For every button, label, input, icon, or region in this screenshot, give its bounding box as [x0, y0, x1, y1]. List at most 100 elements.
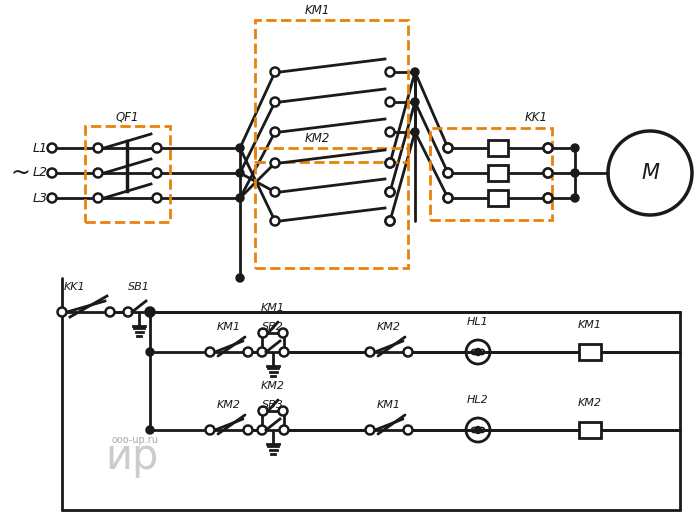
- Circle shape: [543, 194, 552, 203]
- Text: KK1: KK1: [64, 282, 85, 292]
- Circle shape: [403, 348, 412, 357]
- Bar: [579, 422, 601, 438]
- Circle shape: [270, 97, 279, 106]
- Text: KM1: KM1: [217, 322, 241, 332]
- Bar: [488, 165, 508, 181]
- Circle shape: [146, 308, 155, 317]
- Circle shape: [444, 168, 452, 177]
- Text: ooo-up.ru: ooo-up.ru: [112, 435, 159, 445]
- Circle shape: [270, 158, 279, 167]
- Circle shape: [236, 274, 244, 282]
- Text: L2: L2: [33, 167, 48, 179]
- Circle shape: [244, 348, 253, 357]
- Text: KM1: KM1: [377, 400, 401, 410]
- Circle shape: [270, 127, 279, 137]
- Circle shape: [475, 349, 482, 356]
- Circle shape: [206, 348, 214, 357]
- Circle shape: [146, 348, 154, 356]
- Circle shape: [270, 187, 279, 197]
- Bar: [488, 140, 508, 156]
- Circle shape: [57, 308, 66, 317]
- Circle shape: [444, 194, 452, 203]
- Text: ~: ~: [10, 161, 30, 185]
- Circle shape: [94, 144, 102, 153]
- Circle shape: [411, 68, 419, 76]
- Text: SB1: SB1: [128, 282, 150, 292]
- Circle shape: [386, 217, 395, 226]
- Text: ир: ир: [105, 436, 158, 478]
- Circle shape: [258, 348, 267, 357]
- Circle shape: [411, 128, 419, 136]
- Circle shape: [543, 144, 552, 153]
- Circle shape: [444, 168, 452, 177]
- Text: KM2: KM2: [217, 400, 241, 410]
- Circle shape: [258, 426, 267, 434]
- Circle shape: [386, 158, 395, 167]
- Circle shape: [123, 308, 132, 317]
- Bar: [579, 344, 601, 360]
- Circle shape: [543, 194, 552, 203]
- Circle shape: [146, 308, 154, 316]
- Circle shape: [279, 407, 288, 416]
- Circle shape: [386, 217, 395, 226]
- Text: KM2: KM2: [578, 398, 602, 408]
- Circle shape: [106, 308, 115, 317]
- Text: SB3: SB3: [262, 400, 284, 410]
- Text: KM1: KM1: [261, 303, 285, 313]
- Text: KM2: KM2: [261, 381, 285, 391]
- Text: HL2: HL2: [467, 395, 489, 405]
- Circle shape: [258, 407, 267, 416]
- Bar: [488, 190, 508, 206]
- Circle shape: [153, 168, 162, 177]
- Text: KK1: KK1: [525, 111, 548, 124]
- Circle shape: [270, 67, 279, 76]
- Circle shape: [386, 127, 395, 137]
- Circle shape: [206, 426, 214, 434]
- Text: KM1: KM1: [305, 4, 330, 17]
- Circle shape: [236, 194, 244, 202]
- Text: L3: L3: [33, 191, 48, 205]
- Circle shape: [236, 144, 244, 152]
- Circle shape: [403, 426, 412, 434]
- Circle shape: [543, 168, 552, 177]
- Bar: [85, 126, 170, 222]
- Circle shape: [48, 168, 57, 177]
- Circle shape: [386, 97, 395, 106]
- Circle shape: [279, 426, 288, 434]
- Circle shape: [48, 194, 57, 203]
- Text: KM2: KM2: [377, 322, 401, 332]
- Circle shape: [48, 144, 57, 153]
- Circle shape: [444, 144, 452, 153]
- Circle shape: [94, 168, 102, 177]
- Circle shape: [94, 194, 102, 203]
- Circle shape: [571, 194, 579, 202]
- Bar: [255, 148, 408, 268]
- Bar: [255, 20, 408, 162]
- Circle shape: [543, 168, 552, 177]
- Circle shape: [444, 194, 452, 203]
- Circle shape: [258, 329, 267, 338]
- Circle shape: [244, 426, 253, 434]
- Circle shape: [153, 144, 162, 153]
- Circle shape: [386, 187, 395, 197]
- Text: KM1: KM1: [578, 320, 602, 330]
- Text: M: M: [641, 163, 659, 183]
- Circle shape: [365, 348, 375, 357]
- Circle shape: [386, 187, 395, 197]
- Circle shape: [386, 158, 395, 167]
- Circle shape: [571, 169, 579, 177]
- Circle shape: [444, 144, 452, 153]
- Circle shape: [571, 144, 579, 152]
- Text: QF1: QF1: [116, 110, 139, 123]
- Circle shape: [236, 169, 244, 177]
- Circle shape: [279, 348, 288, 357]
- Circle shape: [411, 98, 419, 106]
- Text: SB2: SB2: [262, 322, 284, 332]
- Text: L1: L1: [33, 141, 48, 155]
- Circle shape: [365, 426, 375, 434]
- Circle shape: [543, 144, 552, 153]
- Circle shape: [153, 194, 162, 203]
- Bar: [430, 128, 552, 220]
- Circle shape: [146, 426, 154, 434]
- Text: KM2: KM2: [305, 132, 330, 145]
